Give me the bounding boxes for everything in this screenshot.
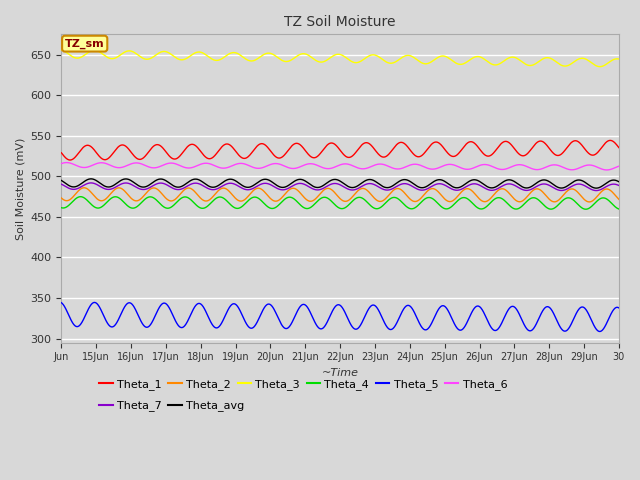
Legend: Theta_7, Theta_avg: Theta_7, Theta_avg [95, 396, 249, 416]
Title: TZ Soil Moisture: TZ Soil Moisture [284, 15, 396, 29]
Text: TZ_sm: TZ_sm [65, 38, 104, 49]
Y-axis label: Soil Moisture (mV): Soil Moisture (mV) [15, 137, 25, 240]
X-axis label: ~Time: ~Time [322, 368, 358, 378]
